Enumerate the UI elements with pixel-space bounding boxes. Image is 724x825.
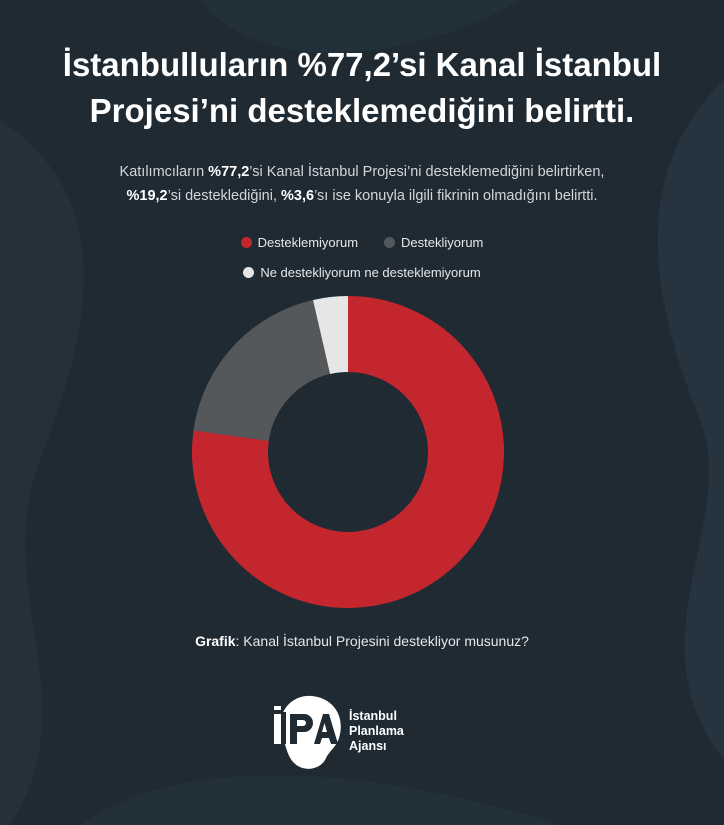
title-line-1: İstanbulluların %77,2’si Kanal İstanbul: [62, 46, 662, 83]
subtitle-value-2: %19,2: [126, 188, 168, 204]
subtitle-value-1: %77,2: [208, 164, 250, 180]
ipa-logo-text: İstanbul Planlama Ajansı: [349, 709, 404, 754]
page-title: İstanbulluların %77,2’si Kanal İstanbul …: [0, 42, 724, 134]
legend-item-ne-destekliyorum[interactable]: Ne destekliyorum ne desteklemiyorum: [243, 264, 481, 280]
ipa-logo-mark: [270, 695, 341, 769]
donut-chart: [192, 296, 505, 608]
subtitle-text-4: ’sı ise konuyla ilgili fikrinin olmadığı…: [314, 188, 598, 204]
legend-swatch-light: [243, 266, 255, 278]
caption-text: : Kanal İstanbul Projesini destekliyor m…: [235, 633, 529, 649]
donut-slice-0[interactable]: [192, 296, 505, 608]
subtitle-text-1: Katılımcıların: [119, 164, 209, 180]
legend-item-desteklemiyorum[interactable]: Desteklemiyorum: [240, 234, 359, 250]
subtitle-text-2: ’si Kanal İstanbul Projesi’ni destekleme…: [249, 164, 605, 180]
legend-swatch-red: [240, 236, 252, 248]
legend-label: Desteklemiyorum: [257, 234, 359, 250]
logo-line-2: Planlama: [349, 724, 404, 738]
legend-label: Ne destekliyorum ne desteklemiyorum: [260, 264, 481, 280]
logo-line-3: Ajansı: [349, 739, 387, 753]
chart-legend: Desteklemiyorum Destekliyorum Ne destekl…: [0, 232, 724, 282]
donut-slice-1[interactable]: [193, 299, 331, 441]
legend-label: Destekliyorum: [401, 234, 484, 250]
ipa-logo: İstanbul Planlama Ajansı: [268, 692, 458, 772]
chart-caption: Grafik: Kanal İstanbul Projesini destekl…: [0, 633, 724, 649]
legend-item-destekliyorum[interactable]: Destekliyorum: [384, 235, 483, 250]
subtitle: Katılımcıların %77,2’si Kanal İstanbul P…: [40, 160, 684, 208]
subtitle-value-3: %3,6: [281, 188, 315, 204]
subtitle-text-3: ’si desteklediğini,: [167, 188, 282, 204]
donut-slice-2[interactable]: [313, 296, 348, 375]
legend-swatch-gray: [384, 236, 396, 248]
caption-label: Grafik: [195, 633, 236, 649]
logo-line-1: İstanbul: [349, 709, 397, 723]
title-line-2: Projesi’ni desteklemediğini belirtti.: [89, 92, 635, 129]
